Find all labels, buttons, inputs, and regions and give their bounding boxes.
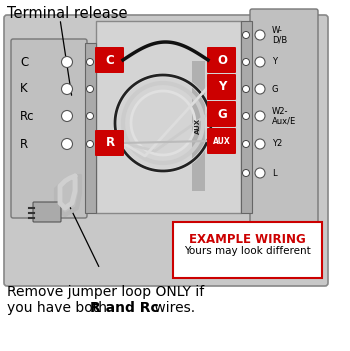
Bar — [192, 61, 205, 191]
Text: Y: Y — [218, 80, 226, 93]
Circle shape — [255, 57, 265, 67]
FancyBboxPatch shape — [173, 222, 322, 278]
FancyBboxPatch shape — [207, 74, 236, 100]
Circle shape — [243, 170, 250, 177]
Circle shape — [243, 140, 250, 147]
Text: wires.: wires. — [150, 301, 195, 315]
Bar — [241, 21, 252, 213]
FancyBboxPatch shape — [4, 15, 328, 286]
FancyBboxPatch shape — [207, 128, 236, 154]
Text: Remove jumper loop ONLY if: Remove jumper loop ONLY if — [7, 285, 204, 299]
Circle shape — [255, 139, 265, 149]
Text: R: R — [20, 138, 28, 151]
Text: W-
D/B: W- D/B — [272, 26, 287, 44]
Circle shape — [255, 168, 265, 178]
Text: EXAMPLE WIRING: EXAMPLE WIRING — [189, 233, 305, 246]
Circle shape — [243, 59, 250, 66]
Text: R: R — [105, 137, 114, 150]
Circle shape — [255, 111, 265, 121]
Bar — [85, 43, 96, 213]
Circle shape — [62, 84, 72, 94]
Text: C: C — [106, 53, 114, 66]
Text: R and Rc: R and Rc — [90, 301, 159, 315]
Text: G: G — [272, 85, 279, 93]
Circle shape — [255, 84, 265, 94]
Circle shape — [62, 111, 72, 121]
FancyBboxPatch shape — [33, 202, 61, 222]
Circle shape — [243, 32, 250, 39]
Text: AUX: AUX — [195, 118, 201, 134]
Text: Yours may look different: Yours may look different — [184, 246, 310, 256]
FancyBboxPatch shape — [95, 47, 124, 73]
FancyBboxPatch shape — [95, 130, 124, 156]
Text: Terminal release: Terminal release — [7, 6, 127, 21]
Text: Y2: Y2 — [272, 139, 282, 148]
Text: G: G — [217, 107, 227, 120]
Bar — [96, 21, 241, 213]
Text: L: L — [272, 168, 276, 178]
Circle shape — [86, 113, 93, 119]
Circle shape — [62, 139, 72, 150]
Circle shape — [86, 140, 93, 147]
Text: K: K — [20, 82, 28, 95]
Text: W2-
Aux/E: W2- Aux/E — [272, 107, 296, 125]
Text: C: C — [20, 55, 28, 68]
FancyBboxPatch shape — [11, 39, 87, 218]
Text: Rc: Rc — [20, 110, 35, 122]
Circle shape — [86, 59, 93, 66]
FancyBboxPatch shape — [207, 47, 236, 73]
FancyBboxPatch shape — [250, 9, 318, 223]
Text: Y: Y — [272, 58, 277, 66]
Text: AUX: AUX — [213, 137, 231, 146]
Text: O: O — [217, 53, 227, 66]
Circle shape — [243, 86, 250, 93]
FancyBboxPatch shape — [207, 101, 236, 127]
Circle shape — [86, 86, 93, 93]
Circle shape — [243, 113, 250, 119]
Text: you have both: you have both — [7, 301, 111, 315]
Circle shape — [255, 30, 265, 40]
Circle shape — [62, 57, 72, 67]
